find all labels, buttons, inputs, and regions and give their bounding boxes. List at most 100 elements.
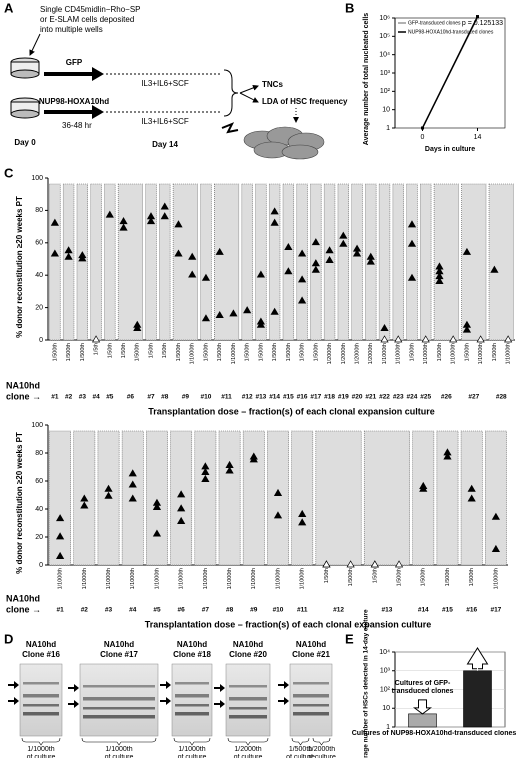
y-tick-label: 10⁶ [379,15,390,22]
y-tick-label: 10² [380,88,391,95]
clone-number: #4 [129,607,137,614]
dose-label: 1/500th [289,746,312,753]
bracket [312,737,331,746]
data-point [462,325,472,333]
data-point [325,255,334,263]
panel-label: D [4,631,13,646]
dose-label: 1/500th [203,343,209,361]
data-point [201,314,211,322]
data-point [421,335,430,343]
clone-number: #7 [147,394,155,401]
data-point [78,254,87,262]
gel-title: Clone #18 [173,651,211,659]
dose-label: of culture [286,754,315,758]
clone-box [291,430,314,566]
y-axis-label: Average number of total nucleated cells [363,13,370,145]
category-label: Cultures of NUP98-HOXA10hd-transduced cl… [351,730,517,737]
data-point [298,518,307,526]
data-point [311,265,320,273]
gel-band [83,707,155,710]
data-point [177,516,186,524]
gel-band [293,694,329,698]
dose-label: 1/500th [135,343,141,361]
mice [243,126,325,160]
y-tick-label: 1 [386,724,390,731]
time-label: 36-48 hr [62,121,92,130]
data-point [104,491,113,499]
clone-box [145,183,157,341]
clone-box [90,183,102,341]
gel-title: NA10hd [296,641,326,649]
dose-label: 1/1000th [478,343,484,364]
clone-box [406,183,418,341]
clone-box [49,430,72,566]
dose-label: of culture [105,754,134,758]
clone-box [412,430,435,566]
dose-label: 1/500th [464,343,470,361]
dose-label: 1/500th [492,343,498,361]
clone-number: #14 [269,394,280,401]
dose-label: 1/1000th [105,746,133,753]
dose-label: 1/500th [286,343,292,361]
clone-box [268,183,281,341]
y-tick-label: 40 [35,506,43,513]
clone-box [420,183,432,341]
gel-title: Clone #16 [22,651,60,659]
readout: TNCs [262,80,283,89]
y-tick-label: 10 [382,107,390,114]
y-tick-label: 60 [35,240,43,247]
data-point [346,560,355,568]
dose-label: 1/500th [445,568,451,586]
row-label: clone → [6,391,41,401]
y-tick-label: 10⁴ [379,52,390,59]
clone-box [378,183,391,341]
bar [463,670,492,728]
dose-label: 1/1000th [227,568,233,589]
dose-label: 1/500th [469,568,475,586]
dose-label: 1/1000th [382,343,388,364]
clone-number: #8 [226,607,234,614]
y-tick-label: 100 [31,175,43,182]
gel-title: Clone #18 [173,651,211,659]
clone-number: #20 [352,394,363,401]
clone-number: #19 [338,394,349,401]
clone-number: #18 [324,394,335,401]
band-arrow [278,681,289,689]
data-point [80,494,89,502]
gel-band [293,704,329,707]
dose-label: of culture [307,754,336,758]
dose-label: 1/500th [409,343,415,361]
arrow [239,92,259,103]
description: or E-SLAM cells deposited [40,15,134,24]
clone-box [267,430,289,566]
category-label: Cultures of NUP98-HOXA10hd-transduced cl… [351,730,517,737]
data-point [380,335,389,343]
data-point [152,529,162,537]
gel-title: Clone #17 [100,651,138,659]
dose-label: 1/1000th [58,568,64,589]
dose-label: 1/1000th [27,746,55,753]
clone-box [436,430,459,566]
y-tick-label: 10⁴ [379,649,390,656]
arrow [239,85,259,94]
data-point [256,270,266,278]
clone-box [337,183,349,341]
clone-number: #16 [297,394,308,401]
data-point [128,494,137,502]
dose-label: 1/1000th [105,746,133,753]
bracket [21,737,61,746]
dose-label: 1/2000th [341,343,347,364]
clone-number: #22 [379,394,390,401]
bracket [81,737,157,746]
data-point [50,218,59,226]
dose-label: 1/1000th [493,568,499,589]
data-point [476,335,485,343]
clone-number: #5 [153,607,161,614]
y-tick-label: 10³ [380,668,391,675]
clone-number: #15 [283,394,294,401]
row-label: NA10hd [6,593,40,603]
y-tick-label: 10³ [380,70,391,77]
data-point [407,273,417,281]
dose-label: 1/1000th [396,343,402,364]
dose-label: 1/500th [313,343,319,361]
